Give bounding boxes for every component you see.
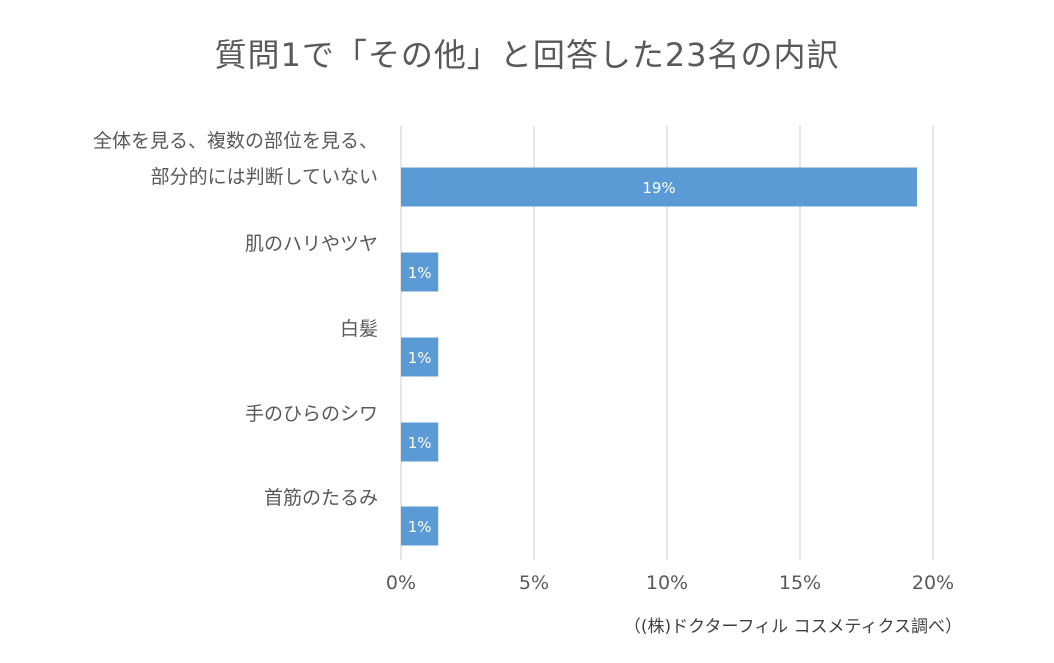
category-label: 首筋のたるみ	[264, 487, 378, 509]
category-label: 全体を見る、複数の部位を見る、	[93, 130, 378, 152]
x-tick-label: 0%	[386, 572, 416, 594]
chart-title: 質問1で「その他」と回答した23名の内訳	[214, 36, 840, 74]
category-label: 部分的には判断していない	[151, 166, 378, 188]
bar	[401, 337, 439, 377]
x-tick-label: 20%	[912, 572, 954, 594]
category-labels: 全体を見る、複数の部位を見る、部分的には判断していない肌のハリやツヤ白髪手のひら…	[93, 130, 378, 509]
x-tick-label: 15%	[779, 572, 821, 594]
x-tick-labels: 0% 5% 10% 15% 20%	[386, 572, 954, 594]
data-label: 1%	[408, 434, 432, 452]
data-label: 1%	[408, 518, 432, 536]
bars: 19% 1% 1% 1% 1%	[401, 167, 918, 546]
data-label: 1%	[408, 349, 432, 367]
source-note: （(株)ドクターフィル コスメティクス調べ）	[623, 617, 962, 637]
data-label: 1%	[408, 264, 432, 282]
bar-chart: 19% 1% 1% 1% 1% 全体を見る、複数の部位を見る、部分的には判断していない肌…	[93, 126, 954, 594]
x-tick-label: 5%	[519, 572, 549, 594]
bar	[401, 252, 439, 292]
category-label: 白髪	[340, 318, 378, 340]
bar	[401, 506, 439, 546]
category-label: 肌のハリやツヤ	[245, 233, 378, 255]
data-label: 19%	[642, 179, 675, 197]
bar	[401, 167, 918, 207]
category-label: 手のひらのシワ	[245, 403, 378, 425]
bar	[401, 422, 439, 462]
x-tick-label: 10%	[646, 572, 688, 594]
